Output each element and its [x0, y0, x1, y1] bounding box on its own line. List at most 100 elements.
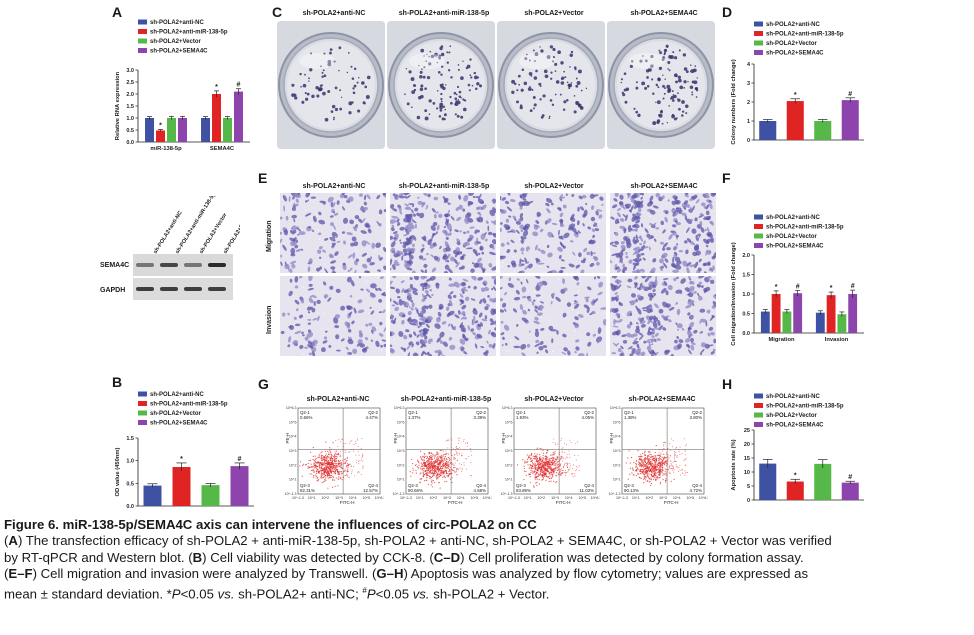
- caption-panel-ref: B: [192, 549, 203, 565]
- chart-a-rna-expression: 0.0 0.5 1.0 1.5 2.0 2.5 3.0 Relative RNA expres…: [115, 19, 250, 152]
- x-tick-label: 10^-1.3: [400, 496, 412, 500]
- caption-text: #: [362, 585, 367, 595]
- flow-plot-frame: [513, 407, 597, 495]
- transwell-image: [500, 193, 606, 273]
- y-tick-label: 5: [747, 484, 750, 490]
- y-tick-label: 1.0: [126, 459, 134, 465]
- quadrant-value: 1.37%: [408, 415, 421, 420]
- x-tick-label: 10^6.3: [375, 496, 384, 500]
- significance-mark: #: [851, 283, 855, 290]
- x-axis-label: FITC-H: [556, 500, 571, 505]
- x-tick-label: 10^6.3: [591, 496, 600, 500]
- blot-image: [133, 254, 233, 300]
- x-tick-label: 10^-1.3: [616, 496, 628, 500]
- x-tick-label: 10^5: [686, 496, 694, 500]
- y-tick-label: 10^3: [613, 449, 621, 453]
- figure-caption: Figure 6. miR-138-5p/SEMA4C axis can int…: [4, 517, 970, 602]
- bar: [759, 463, 777, 500]
- caption-text: P: [171, 586, 181, 602]
- blot-lane-labels: sh-POLA2+anti-NC sh-POLA2+anti-miR-138-5…: [153, 196, 240, 255]
- bar: [201, 485, 220, 506]
- flow-plot-frame: [405, 407, 489, 495]
- y-tick-label: 10^-1.3: [501, 492, 513, 496]
- x-tick-label: 10^2: [429, 496, 437, 500]
- bar: [782, 311, 792, 333]
- y-tick-label: 20: [744, 442, 750, 448]
- chart-d-colony-numbers: 0 1 2 3 4 Colony numbers (Fold change) * # sh-PO…: [731, 21, 864, 145]
- plate-label: sh-POLA2+anti-NC: [302, 10, 366, 17]
- legend-label: sh-POLA2+anti-miR-138-5p: [766, 404, 844, 410]
- legend-label: sh-POLA2+SEMA4C: [766, 244, 824, 250]
- x-tick-label: 10^3: [659, 496, 667, 500]
- x-tick-label: 10^5: [362, 496, 370, 500]
- colony-plate-image: [607, 21, 715, 149]
- x-tick-label: 10^6.3: [699, 496, 708, 500]
- quadrant-label: Q2-1: [516, 410, 526, 415]
- y-tick-label: 10^-1.3: [285, 492, 297, 496]
- y-tick-label: 1.0: [126, 116, 134, 122]
- caption-text: sh-POLA2 + Vector.: [429, 586, 550, 602]
- legend-label: sh-POLA2+Vector: [766, 41, 818, 47]
- bar: [145, 118, 155, 142]
- quadrant-label: Q2-1: [624, 410, 634, 415]
- quadrant-value: 1.93%: [516, 415, 529, 420]
- quadrant-value: 4.58%: [474, 488, 487, 493]
- panel-letter-c: C: [272, 4, 283, 20]
- y-tick-label: 1.5: [126, 436, 134, 442]
- x-axis-label: FITC-H: [340, 500, 355, 505]
- legend-swatch: [754, 243, 763, 248]
- bar: [848, 294, 858, 333]
- x-tick-label: SEMA4C: [210, 146, 235, 152]
- bar: [814, 463, 832, 500]
- chart-f-migration-invasion: 0.0 0.5 1.0 1.5 2.0 Cell migration/invasion (…: [731, 214, 864, 346]
- flow-plot: Q2-11.38% Q2-23.80% Q2-390.13% Q2-44.72% 10^…: [609, 406, 708, 505]
- quadrant-value: 0.66%: [300, 415, 313, 420]
- bar: [771, 294, 781, 333]
- y-tick-label: 15: [744, 456, 750, 462]
- y-tick-label: 10^1: [613, 478, 621, 482]
- quadrant-label: Q2-2: [368, 410, 378, 415]
- bar: [814, 121, 832, 140]
- y-tick-label: 10^6.3: [394, 406, 405, 410]
- flow-plot: Q2-10.66% Q2-24.47% Q2-382.31% Q2-412.57% 10…: [285, 406, 384, 505]
- flow-label: sh-POLA2+anti-miR-138-5p: [400, 396, 492, 403]
- y-tick-label: 10^4: [289, 435, 297, 439]
- transwell-image: [390, 193, 496, 273]
- legend-swatch: [138, 19, 147, 25]
- significance-mark: *: [159, 123, 162, 130]
- blot-row-label: GAPDH: [100, 287, 126, 294]
- caption-text: sh-POLA2+ anti-NC;: [234, 586, 363, 602]
- y-tick-label: 10^1: [505, 478, 513, 482]
- legend-label: sh-POLA2+anti-miR-138-5p: [150, 30, 228, 36]
- x-axis-label: FITC-H: [664, 500, 679, 505]
- quadrant-value: 3.39%: [474, 415, 487, 420]
- y-tick-label: 1.5: [126, 104, 134, 110]
- x-tick-label: 10^4: [349, 496, 357, 500]
- bar: [841, 100, 859, 140]
- x-tick-label: 10^5: [578, 496, 586, 500]
- quadrant-value: 12.57%: [363, 488, 378, 493]
- x-tick-label: Invasion: [825, 337, 849, 343]
- y-tick-label: 10^3: [505, 449, 513, 453]
- y-tick-label: 0.0: [126, 504, 134, 510]
- legend-label: sh-POLA2+anti-NC: [766, 22, 821, 28]
- y-tick-label: 0.5: [126, 128, 134, 134]
- caption-panel-ref: C–D: [433, 549, 461, 565]
- bar: [222, 118, 232, 142]
- panel-letter-g: G: [258, 376, 269, 392]
- y-tick-label: 10^4: [397, 435, 405, 439]
- caption-text: (: [4, 566, 9, 582]
- legend-swatch: [138, 48, 147, 53]
- y-axis-label: OD value (450nm): [115, 447, 121, 496]
- quadrant-label: Q2-1: [300, 410, 310, 415]
- bar: [230, 466, 249, 506]
- bar: [201, 118, 211, 142]
- y-axis-label: Apoptosis rate (%): [731, 439, 737, 490]
- x-tick-label: 10^5: [470, 496, 478, 500]
- transwell-image: [610, 276, 716, 356]
- quadrant-label: Q2-4: [692, 483, 702, 488]
- caption-text: (: [4, 533, 9, 549]
- quadrant-label: Q2-3: [408, 483, 418, 488]
- quadrant-value: 90.13%: [624, 488, 639, 493]
- colony-plate-image: [497, 21, 605, 149]
